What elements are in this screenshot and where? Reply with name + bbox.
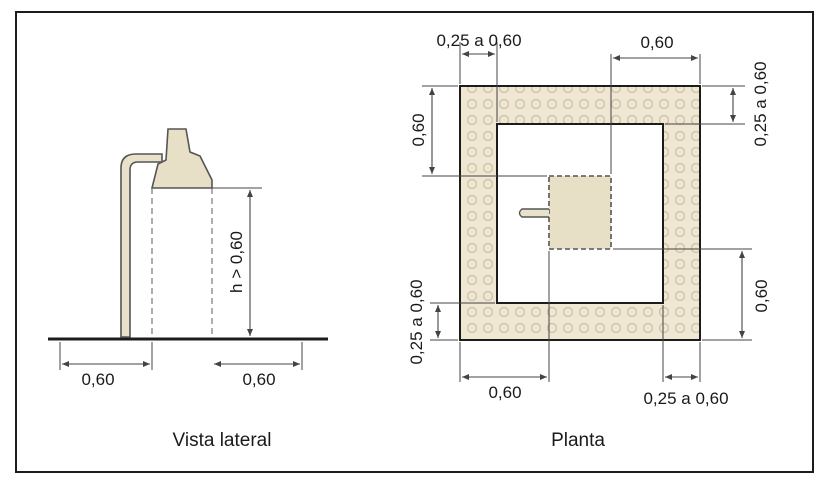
left-margin-bottom-label: 0,25 a 0,60 — [407, 279, 426, 364]
side-view: h > 0,60 0,60 0,60 Vista lateral — [48, 128, 328, 451]
side-view-caption: Vista lateral — [173, 430, 272, 451]
left-width-label: 0,60 — [81, 370, 114, 389]
right-height-label: 0,60 — [752, 279, 771, 312]
bottom-margin-label: 0,25 a 0,60 — [643, 389, 728, 408]
plan-view: 0,25 a 0,60 0,60 0,25 a 0,60 0,60 0,25 a… — [407, 31, 771, 451]
top-width-label: 0,60 — [640, 33, 673, 52]
right-margin-top-label: 0,25 a 0,60 — [751, 61, 770, 146]
bottom-width-label: 0,60 — [488, 383, 521, 402]
height-label: h > 0,60 — [227, 231, 246, 293]
top-margin-label: 0,25 a 0,60 — [436, 31, 521, 50]
border — [15, 11, 814, 473]
fixture-plan — [548, 175, 612, 250]
fixture-head — [150, 128, 213, 189]
right-width-label: 0,60 — [242, 370, 275, 389]
left-height-label: 0,60 — [409, 113, 428, 146]
pipe-plan — [518, 208, 549, 218]
plan-view-caption: Planta — [551, 430, 605, 451]
